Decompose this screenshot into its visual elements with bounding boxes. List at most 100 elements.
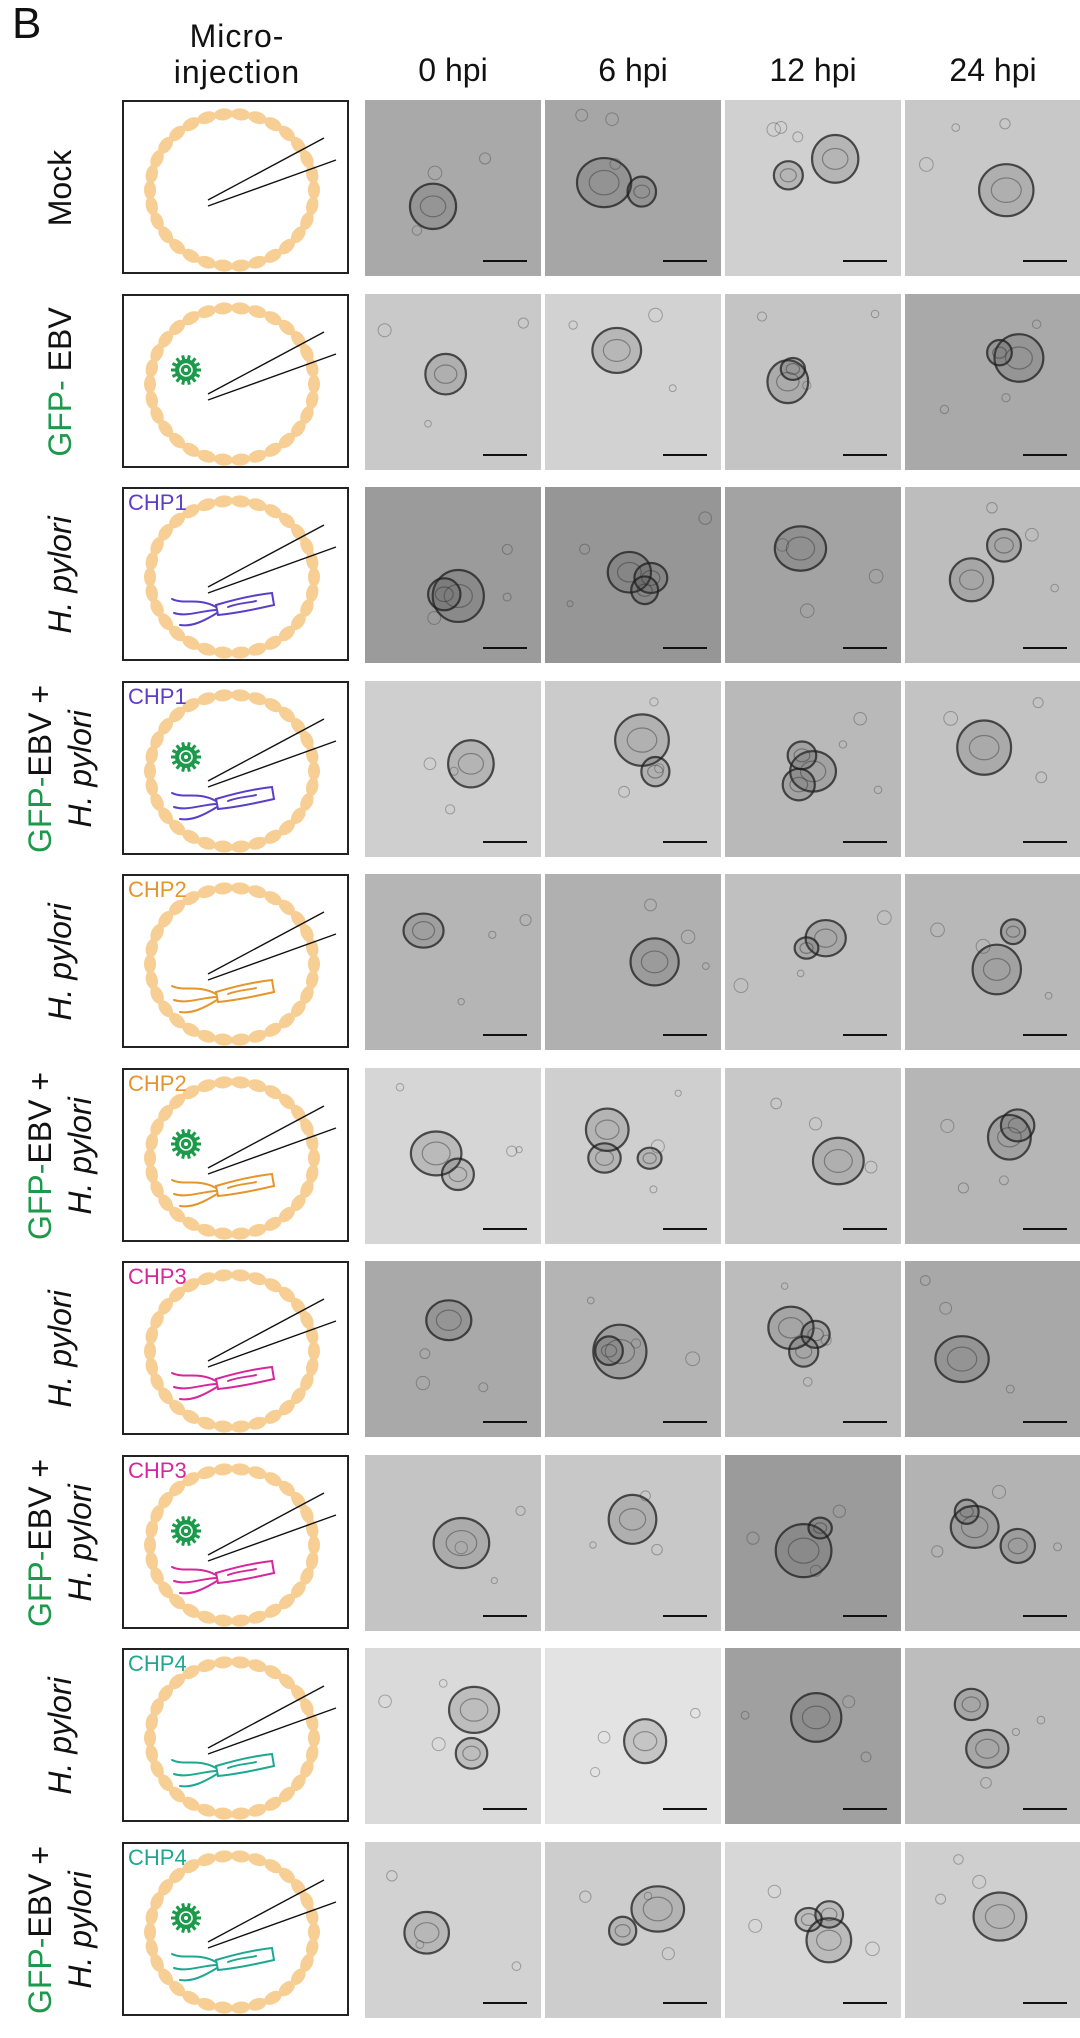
row-label-line: Mock (40, 150, 80, 226)
epithelial-cell-shape (158, 613, 174, 631)
h-pylori-bacterium-icon (171, 1559, 276, 1595)
scale-bar (1023, 454, 1067, 456)
debris-particle (423, 757, 437, 771)
debris-particle (780, 1282, 789, 1290)
row-label-line: H. pylori (40, 1290, 80, 1407)
gfp-ebv-virus-icon (171, 1903, 201, 1933)
row-label-part: EBV + (22, 684, 58, 777)
epithelial-cell-shape (278, 1012, 295, 1029)
debris-particle (674, 1089, 682, 1097)
h-pylori-bacterium-icon (171, 1365, 276, 1401)
micrograph-svg (365, 1455, 541, 1631)
organoid-shape (956, 719, 1013, 776)
epithelial-cell-shape (182, 1278, 200, 1293)
debris-particle (411, 225, 423, 236)
epithelial-cell-shape (300, 1118, 314, 1137)
organoid-shape (606, 550, 653, 594)
organoid-diagram-svg (144, 882, 337, 1046)
epithelial-cell-shape (145, 1164, 158, 1184)
epithelial-cell-shape (308, 954, 320, 974)
epithelial-cell-shape (182, 1472, 200, 1487)
row-label-line: H. pylori (40, 903, 80, 1020)
debris-particle (775, 538, 790, 552)
micrograph-background (725, 294, 901, 470)
epithelial-cell-shape (182, 1085, 200, 1100)
organoid-lumen (984, 1904, 1016, 1930)
organoid-lumen (448, 1166, 468, 1183)
row-label-part: H. pylori (62, 1871, 98, 1989)
epithelial-cell-shape (308, 1728, 320, 1748)
debris-particle (661, 1947, 675, 1961)
debris-particle (868, 568, 884, 584)
debris-particle (445, 804, 456, 815)
epithelial-cell-shape (169, 512, 186, 529)
micrograph-background (365, 100, 541, 276)
organoid-shape (949, 1504, 1000, 1549)
epithelial-cell-shape (145, 196, 158, 216)
row-label: GFP-EBV + H. pylori (0, 1068, 120, 1244)
micropipette-line (207, 1901, 337, 1949)
micrograph-tile (905, 487, 1080, 663)
organoid-shape (807, 1516, 833, 1540)
organoid-lumen (411, 920, 436, 941)
organoid-lumen (604, 1338, 636, 1365)
organoid-shape (440, 1157, 475, 1192)
organoid-lumen (975, 1738, 1000, 1759)
micrograph-background (545, 1842, 721, 2018)
organoid-lumen (588, 169, 620, 196)
micropipette-line (207, 1514, 337, 1562)
micrograph-background (365, 1455, 541, 1631)
organoid-lumen (990, 177, 1022, 204)
micropipette-line (207, 1685, 325, 1749)
debris-particle (1032, 697, 1044, 709)
microinjection-header: Micro- injection (122, 18, 352, 90)
organoid-shape (788, 1335, 820, 1368)
epithelial-cell-shape (158, 1684, 174, 1702)
organoid-diagram-svg (144, 302, 337, 466)
micrograph-svg (545, 100, 721, 276)
epithelial-cell-shape (300, 598, 314, 617)
organoid-lumen (642, 1896, 673, 1922)
epithelial-cell-shape (231, 2001, 251, 2014)
epithelial-cell-shape (213, 1807, 233, 1820)
epithelial-cell-shape (264, 117, 282, 132)
epithelial-cell-shape (169, 1480, 186, 1497)
epithelial-cell-shape (278, 1673, 295, 1690)
organoid-shape (953, 1687, 989, 1722)
epithelial-cell-shape (231, 1807, 251, 1820)
epithelial-cell-shape (144, 954, 156, 974)
epithelial-cell-shape (248, 1223, 267, 1237)
organoid-shape (999, 1527, 1037, 1565)
debris-particle (698, 511, 712, 525)
organoid-diagram-svg (144, 1656, 337, 1820)
epithelial-cell-shape (308, 374, 320, 394)
epithelial-cell-shape (231, 1420, 251, 1433)
epithelial-cell-shape (306, 1357, 319, 1377)
scale-bar (483, 260, 527, 262)
debris-particle (756, 311, 768, 322)
micrograph-svg (725, 1842, 901, 2018)
row-label: GFP-EBV + H. pylori (0, 1842, 120, 2018)
debris-particle (515, 1505, 526, 1516)
micrograph-tile (545, 487, 721, 663)
epithelial-cell-shape (145, 1132, 158, 1152)
scale-bar (663, 1228, 707, 1230)
organoid-shape (431, 568, 485, 624)
micropipette-line (207, 353, 337, 401)
microinjection-diagram: CHP4 (122, 1842, 349, 2016)
organoid-shape (640, 755, 671, 788)
epithelial-cell-shape (300, 924, 314, 943)
organoid-lumen (413, 1922, 440, 1944)
scale-bar (1023, 841, 1067, 843)
epithelial-cell-shape (169, 238, 186, 255)
strain-label: CHP1 (128, 490, 187, 515)
micrograph-tile (365, 100, 541, 276)
epithelial-cell-shape (144, 1148, 156, 1168)
epithelial-cell-shape (169, 125, 186, 142)
microinjection-header-line1: Micro- (189, 18, 285, 54)
epithelial-cell-shape (306, 196, 319, 216)
organoid-lumen (814, 928, 838, 948)
epithelial-cell-shape (248, 642, 267, 656)
row-label-part: Mock (42, 149, 78, 227)
debris-particle (980, 1777, 992, 1789)
